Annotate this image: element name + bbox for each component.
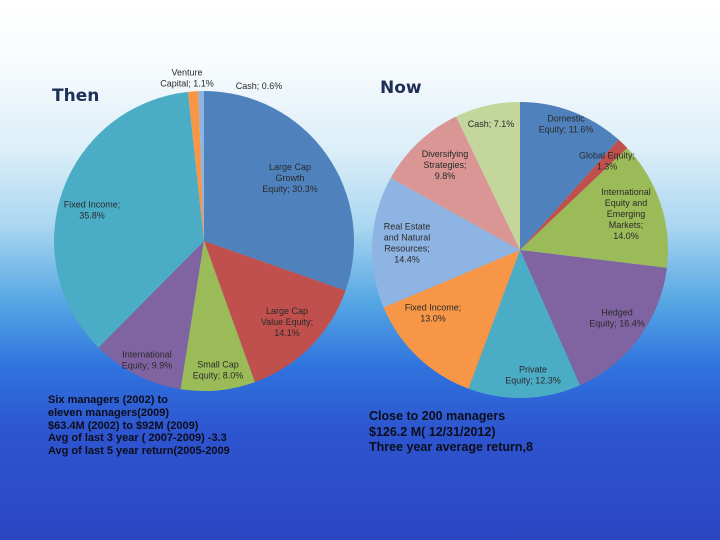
now-label-real-estate-and-natural-resources: Real Estate and Natural Resources; 14.4% xyxy=(384,222,431,265)
then-slice-venture-capital xyxy=(187,91,204,241)
then-slice-fixed-income xyxy=(54,91,205,348)
then-slice-cash xyxy=(198,91,204,241)
now-label-international-equity-and-emerging-markets: International Equity and Emerging Markets; 1… xyxy=(601,187,651,241)
now-slice-fixed-income xyxy=(383,250,520,389)
then-summary-line: eleven managers(2009) xyxy=(48,406,170,419)
now-label-domestic-equity: Domestic Equity; 11.6% xyxy=(539,114,594,135)
then-label-large-cap-growth-equity: Large Cap Growth Equity; 30.3% xyxy=(262,162,318,194)
now-pie-chart: Domestic Equity; 11.6% Global Equity; 1.3% I… xyxy=(371,102,669,398)
then-slice-large-cap-growth-equity xyxy=(204,91,354,291)
then-summary-line: $63.4M (2002) to $92M (2009) xyxy=(48,419,199,432)
then-summary: Six managers (2002) to eleven managers(2… xyxy=(48,394,248,458)
then-label-large-cap-value-equity: Large Cap Value Equity; 14.1% xyxy=(261,306,313,338)
now-label-cash: Cash; 7.1% xyxy=(468,119,515,129)
then-pie-chart: Large Cap Growth Equity; 30.3% Large Cap Val… xyxy=(54,68,354,392)
then-title: Then xyxy=(52,86,100,106)
then-summary-line: Avg of last 3 year ( 2007-2009) -3.3 xyxy=(48,432,227,445)
then-slice-small-cap-equity xyxy=(180,241,255,392)
now-summary-line: Close to 200 managers xyxy=(369,409,506,423)
now-slice-domestic-equity xyxy=(520,102,619,250)
now-title: Now xyxy=(380,78,422,98)
now-label-fixed-income: Fixed Income; 13.0% xyxy=(405,303,462,324)
then-label-venture-capital: Venture Capital; 1.1% xyxy=(160,68,214,89)
then-summary-line: Six managers (2002) to xyxy=(48,394,168,406)
then-label-international-equity: International Equity; 9.9% xyxy=(122,350,173,371)
now-slice-diversifying-strategies xyxy=(390,116,520,250)
now-summary-line: Three year average return,8.9 xyxy=(369,440,533,454)
now-slice-private-equity xyxy=(468,250,581,398)
now-summary-line: $126.2 M( 12/31/2012) xyxy=(369,424,496,439)
then-label-fixed-income: Fixed Income; 35.8% xyxy=(64,200,121,221)
then-summary-line: Avg of last 5 year return(2005-2009 xyxy=(48,445,230,458)
now-slice-real-estate-and-natural-resources xyxy=(371,178,520,308)
now-slice-hedged-equity xyxy=(520,250,667,386)
now-label-hedged-equity: Hedged Equity; 16.4% xyxy=(589,308,645,329)
then-label-cash: Cash; 0.6% xyxy=(236,81,283,91)
now-slice-international-equity-and-emerging-markets xyxy=(520,148,669,268)
now-slice-global-equity xyxy=(520,139,628,250)
now-label-global-equity: Global Equity; 1.3% xyxy=(579,151,635,172)
now-slice-cash xyxy=(456,102,520,250)
then-slice-international-equity xyxy=(98,241,204,390)
then-slice-large-cap-value-equity xyxy=(204,241,346,383)
now-label-diversifying-strategies: Diversifying Strategies; 9.8% xyxy=(422,149,469,181)
then-label-small-cap-equity: Small Cap Equity; 8.0% xyxy=(193,360,244,381)
now-summary: Close to 200 managers $126.2 M( 12/31/20… xyxy=(369,409,533,456)
now-label-private-equity: Private Equity; 12.3% xyxy=(505,365,561,386)
